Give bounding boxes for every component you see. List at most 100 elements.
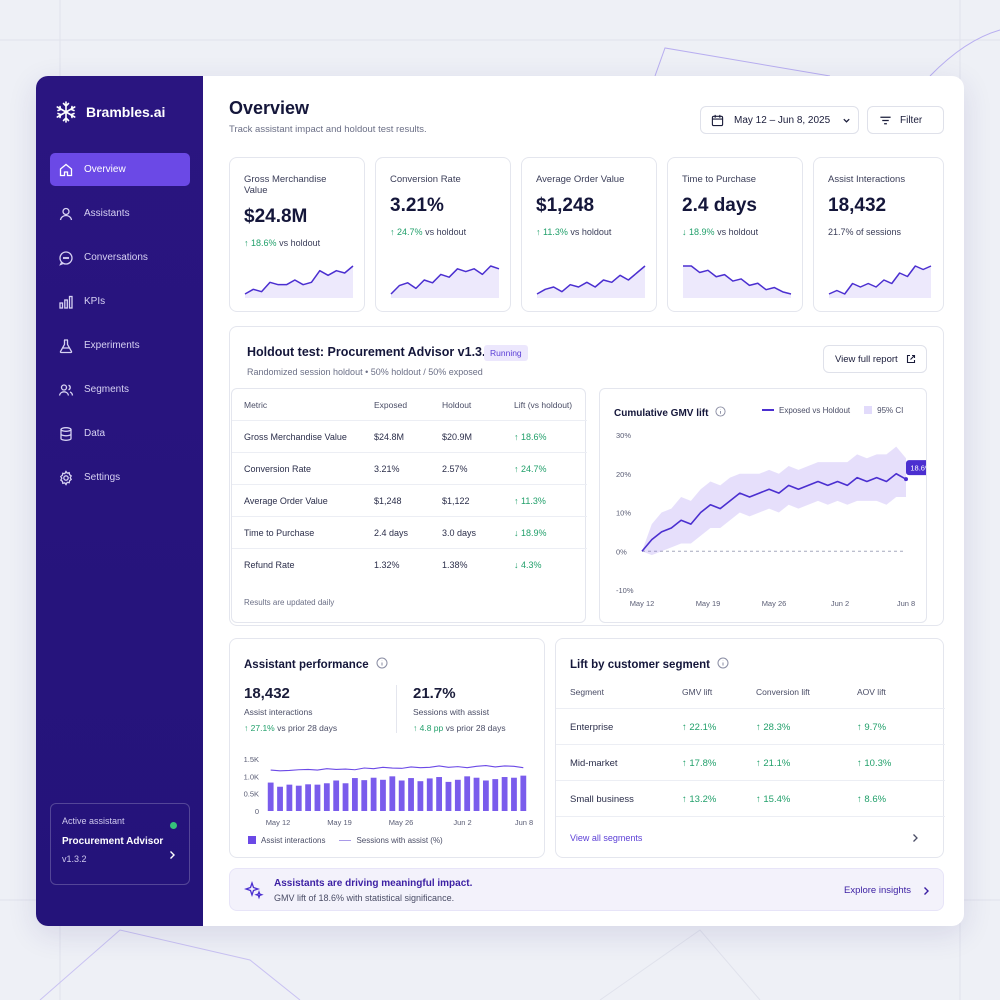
- kpi-value: 3.21%: [390, 195, 444, 216]
- bar: [333, 780, 340, 811]
- bar: [492, 779, 499, 811]
- explore-insights-label: Explore insights: [844, 885, 912, 896]
- brand[interactable]: Brambles.ai: [54, 100, 165, 124]
- external-link-icon: [906, 354, 915, 364]
- x-tick-label: May 12: [266, 818, 291, 827]
- bar: [380, 779, 386, 811]
- table-row[interactable]: Small business ↑ 13.2% ↑ 15.4% ↑ 8.6%: [556, 781, 945, 817]
- table-row[interactable]: Average Order Value $1,248 $1,122 ↑ 11.3…: [232, 485, 587, 517]
- kpi-delta-suffix: vs holdout: [279, 238, 321, 248]
- info-icon[interactable]: [717, 657, 729, 669]
- delta-suffix: vs prior 28 days: [445, 723, 506, 733]
- segment-cell: Small business: [570, 794, 634, 805]
- sidebar: Brambles.ai Overview Assistants Conversa…: [36, 76, 203, 926]
- conversion-lift-cell: ↑ 21.1%: [756, 758, 791, 769]
- kpi-card-assist-interactions[interactable]: Assist Interactions 18,432 21.7% of sess…: [813, 157, 944, 312]
- legend-label: 95% CI: [877, 406, 904, 415]
- bar: [323, 783, 330, 811]
- info-icon[interactable]: [376, 657, 388, 669]
- sidebar-item-data[interactable]: Data: [50, 417, 190, 450]
- date-range-picker[interactable]: May 12 – Jun 8, 2025: [700, 106, 859, 134]
- lift-value: 9.7%: [864, 722, 887, 733]
- view-full-report-button[interactable]: View full report: [823, 345, 927, 373]
- table-row[interactable]: Refund Rate 1.32% 1.38% ↓ 4.3%: [232, 549, 587, 581]
- column-header: Exposed: [374, 400, 408, 410]
- user-icon: [59, 207, 73, 220]
- lift-value: 18.9%: [521, 528, 547, 538]
- sidebar-item-kpis[interactable]: KPIs: [50, 285, 190, 318]
- insight-subtitle: GMV lift of 18.6% with statistical signi…: [274, 893, 455, 903]
- chevron-right-icon[interactable]: [910, 833, 920, 843]
- sidebar-item-settings[interactable]: Settings: [50, 461, 190, 494]
- bar: [305, 784, 312, 811]
- table-row[interactable]: Conversion Rate 3.21% 2.57% ↑ 24.7%: [232, 453, 587, 485]
- sidebar-item-experiments[interactable]: Experiments: [50, 329, 190, 362]
- aov-lift-cell: ↑ 9.7%: [857, 722, 887, 733]
- calendar-icon: [711, 114, 724, 126]
- arrow-up-icon: ↑: [244, 723, 249, 733]
- bar: [277, 786, 283, 811]
- x-tick-label: Jun 8: [897, 599, 915, 608]
- legend-item-bars: Assist interactions: [248, 836, 325, 845]
- kpi-sparkline: [536, 265, 646, 298]
- status-dot: [170, 822, 177, 829]
- sidebar-item-label: Experiments: [84, 340, 140, 351]
- bar: [286, 784, 293, 811]
- kpi-card-gmv[interactable]: Gross Merchandise Value $24.8M ↑ 18.6% v…: [229, 157, 365, 312]
- x-tick-label: Jun 2: [831, 599, 849, 608]
- sidebar-item-assistants[interactable]: Assistants: [50, 197, 190, 230]
- x-tick-label: Jun 8: [515, 818, 533, 827]
- bar: [454, 779, 461, 811]
- holdout-title: Holdout test: Procurement Advisor v1.3.2: [247, 345, 493, 359]
- delta-value: 4.8 pp: [419, 723, 444, 733]
- arrow-up-icon: ↑: [514, 432, 519, 442]
- kpi-card-time-to-purchase[interactable]: Time to Purchase 2.4 days ↓ 18.9% vs hol…: [667, 157, 803, 312]
- gmv-lift-cell: ↑ 17.8%: [682, 758, 717, 769]
- active-assistant-card[interactable]: Active assistant Procurement Advisor v1.…: [50, 803, 190, 885]
- chevron-down-icon: [843, 118, 850, 123]
- sparkline-line: [536, 265, 646, 295]
- sidebar-item-overview[interactable]: Overview: [50, 153, 190, 186]
- bar: [361, 780, 368, 811]
- info-icon[interactable]: [715, 406, 726, 417]
- bar: [520, 775, 527, 811]
- snowflake-logo-icon: [56, 101, 76, 123]
- assist-interactions-delta: ↑ 27.1% vs prior 28 days: [244, 723, 337, 733]
- lift-by-segment-card: Lift by customer segment Segment GMV lif…: [555, 638, 945, 858]
- kpi-delta: ↑ 24.7% vs holdout: [390, 227, 496, 237]
- flask-icon: [59, 338, 73, 353]
- end-label-badge: [906, 460, 926, 476]
- bar: [436, 777, 443, 811]
- sidebar-item-label: KPIs: [84, 296, 106, 307]
- kpi-delta-value: 18.6%: [251, 238, 277, 248]
- table-row[interactable]: Gross Merchandise Value $24.8M $20.9M ↑ …: [232, 421, 587, 453]
- lift-value: 28.3%: [763, 722, 791, 733]
- report-button-label: View full report: [835, 353, 898, 365]
- exposed-cell: $24.8M: [374, 432, 405, 442]
- table-row[interactable]: Mid-market ↑ 17.8% ↑ 21.1% ↑ 10.3%: [556, 745, 945, 781]
- view-all-segments-link[interactable]: View all segments: [570, 833, 643, 843]
- table-row[interactable]: Time to Purchase 2.4 days 3.0 days ↓ 18.…: [232, 517, 587, 549]
- explore-insights-link[interactable]: Explore insights: [844, 885, 931, 896]
- kpi-sparkline: [828, 265, 932, 298]
- bar: [342, 783, 349, 811]
- page-subtitle: Track assistant impact and holdout test …: [229, 124, 427, 135]
- kpi-card-aov[interactable]: Average Order Value $1,248 ↑ 11.3% vs ho…: [521, 157, 657, 312]
- y-tick-label: 30%: [616, 431, 631, 440]
- kpi-card-conversion[interactable]: Conversion Rate 3.21% ↑ 24.7% vs holdout: [375, 157, 511, 312]
- kpi-sparkline: [390, 265, 500, 298]
- y-tick-label: 0%: [616, 547, 627, 556]
- app-window: Brambles.ai Overview Assistants Conversa…: [36, 76, 964, 926]
- lift-value: 22.1%: [689, 722, 717, 733]
- x-tick-label: May 26: [762, 599, 787, 608]
- sidebar-item-conversations[interactable]: Conversations: [50, 241, 190, 274]
- sidebar-item-segments[interactable]: Segments: [50, 373, 190, 406]
- confidence-band: [642, 446, 906, 556]
- sessions-with-assist-delta: ↑ 4.8 pp vs prior 28 days: [413, 723, 506, 733]
- active-assistant-name: Procurement Advisor: [62, 836, 164, 847]
- table-row[interactable]: Enterprise ↑ 22.1% ↑ 28.3% ↑ 9.7%: [556, 709, 945, 745]
- filter-button[interactable]: Filter: [867, 106, 944, 134]
- lift-cell: ↓ 4.3%: [514, 560, 542, 570]
- insight-banner: Assistants are driving meaningful impact…: [229, 868, 944, 911]
- bar: [464, 776, 471, 811]
